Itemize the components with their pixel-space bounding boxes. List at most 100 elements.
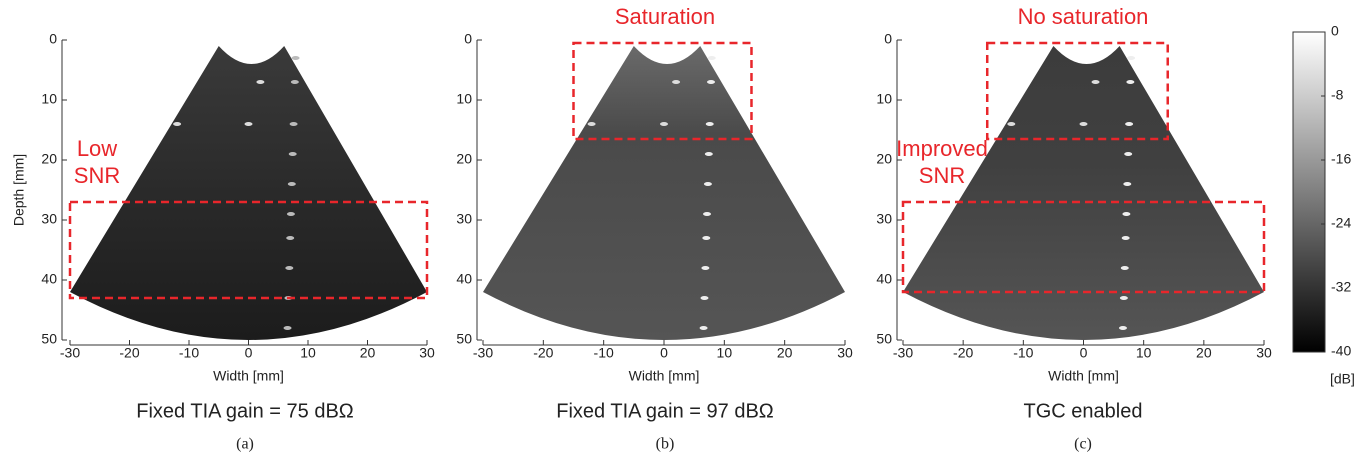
annotation: Low: [77, 136, 117, 161]
highlight-box: [572, 41, 753, 141]
x-tick-label: -30: [473, 345, 493, 361]
y-tick-label: 30: [41, 211, 57, 227]
colorbar: [1292, 31, 1326, 353]
x-tick-label: 20: [1196, 345, 1212, 361]
x-tick-label: -20: [533, 345, 553, 361]
target-reflection: [286, 212, 295, 216]
colorbar-tick-label: -32: [1331, 279, 1351, 295]
target-reflection: [1124, 152, 1133, 156]
y-tick-label: 10: [876, 91, 892, 107]
target-reflection: [1079, 122, 1088, 126]
target-reflection: [707, 56, 716, 60]
target-reflection: [1126, 80, 1135, 84]
x-tick-label: -10: [1013, 345, 1033, 361]
target-reflection: [702, 236, 711, 240]
target-reflection: [660, 122, 668, 126]
highlight-box: [985, 41, 1169, 141]
x-tick-label: -20: [119, 345, 139, 361]
y-tick-label: 50: [456, 331, 472, 347]
colorbar-tick-label: -24: [1331, 215, 1351, 231]
target-reflection: [699, 326, 708, 330]
x-tick-label: -30: [893, 345, 913, 361]
target-reflection: [1122, 212, 1131, 216]
target-reflection: [701, 266, 710, 270]
annotation: Saturation: [615, 4, 715, 29]
y-axis-label: Depth [mm]: [11, 154, 27, 226]
target-reflection: [286, 236, 295, 240]
y-tick-label: 50: [41, 331, 57, 347]
y-tick-label: 40: [41, 271, 57, 287]
x-tick-label: -30: [60, 345, 80, 361]
caption: TGC enabled: [1024, 400, 1143, 422]
target-reflection: [703, 212, 712, 216]
x-tick-label: 0: [1080, 345, 1088, 361]
x-tick-label: 30: [837, 345, 853, 361]
y-tick-label: 10: [456, 91, 472, 107]
x-tick-label: -10: [594, 345, 614, 361]
target-reflection: [1118, 326, 1127, 330]
target-reflection: [290, 80, 299, 84]
annotation: Improved: [896, 136, 988, 161]
y-tick-label: 40: [876, 271, 892, 287]
target-reflection: [1119, 296, 1128, 300]
caption: Fixed TIA gain = 97 dBΩ: [556, 400, 774, 422]
x-tick-label: -10: [179, 345, 199, 361]
caption: Fixed TIA gain = 75 dBΩ: [136, 400, 354, 422]
target-reflection: [706, 80, 715, 84]
panel-label: (a): [236, 436, 254, 453]
annotation: No saturation: [1018, 4, 1149, 29]
target-reflection: [672, 80, 681, 84]
x-tick-label: 0: [245, 345, 253, 361]
x-tick-label: 10: [717, 345, 733, 361]
target-reflection: [1125, 122, 1134, 126]
x-tick-label: 30: [419, 345, 435, 361]
y-tick-label: 20: [876, 151, 892, 167]
target-reflection: [283, 326, 292, 330]
x-tick-label: 10: [300, 345, 316, 361]
panel-label: (c): [1074, 436, 1092, 453]
y-tick-label: 0: [884, 31, 892, 47]
target-reflection: [173, 122, 182, 126]
target-reflection: [1007, 122, 1016, 126]
colorbar-unit: [dB]: [1330, 371, 1355, 387]
target-reflection: [704, 152, 713, 156]
target-reflection: [587, 122, 596, 126]
colorbar-tick-label: 0: [1331, 23, 1339, 39]
x-tick-label: 0: [660, 345, 668, 361]
colorbar-tick-label: -40: [1331, 343, 1351, 359]
target-reflection: [288, 152, 297, 156]
x-tick-label: 20: [360, 345, 376, 361]
y-tick-label: 40: [456, 271, 472, 287]
target-reflection: [285, 266, 294, 270]
x-tick-label: 30: [1256, 345, 1272, 361]
target-reflection: [1123, 182, 1132, 186]
target-reflection: [256, 80, 265, 84]
y-tick-label: 0: [49, 31, 57, 47]
panel-label: (b): [656, 436, 675, 453]
target-reflection: [705, 122, 714, 126]
x-tick-label: -20: [953, 345, 973, 361]
target-reflection: [1091, 80, 1100, 84]
target-reflection: [1127, 56, 1136, 60]
target-reflection: [289, 122, 298, 126]
y-tick-label: 10: [41, 91, 57, 107]
y-tick-label: 20: [41, 151, 57, 167]
annotation: SNR: [919, 163, 965, 188]
y-tick-label: 50: [876, 331, 892, 347]
target-reflection: [291, 56, 300, 60]
x-tick-label: 10: [1136, 345, 1152, 361]
colorbar-tick-label: -8: [1331, 87, 1344, 103]
x-axis-label: Width [mm]: [1048, 368, 1119, 384]
y-tick-label: 30: [456, 211, 472, 227]
target-reflection: [287, 182, 296, 186]
y-tick-label: 30: [876, 211, 892, 227]
y-tick-label: 0: [464, 31, 472, 47]
colorbar-tick-label: -16: [1331, 151, 1351, 167]
ultrasound-image: [70, 46, 427, 340]
y-tick-label: 20: [456, 151, 472, 167]
target-reflection: [703, 182, 712, 186]
x-axis-label: Width [mm]: [213, 368, 284, 384]
x-tick-label: 20: [777, 345, 793, 361]
target-reflection: [1121, 236, 1130, 240]
